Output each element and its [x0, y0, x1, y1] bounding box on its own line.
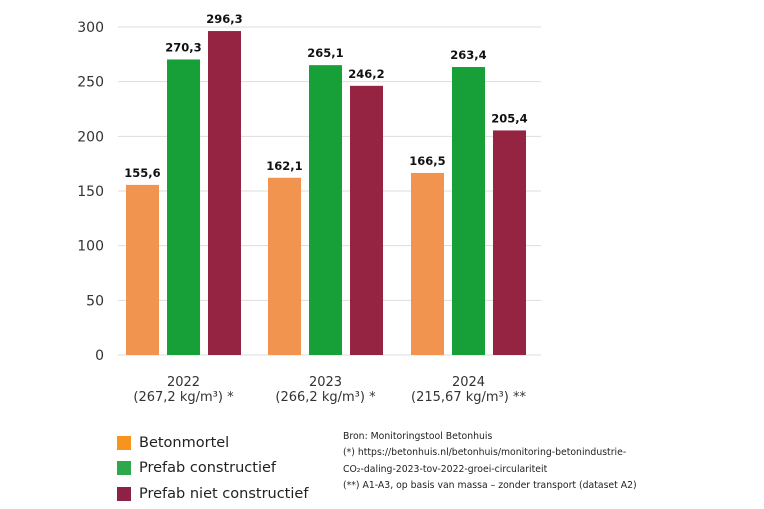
- legend-label: Betonmortel: [139, 434, 230, 451]
- x-tick-label: 2022: [167, 375, 200, 390]
- y-tick-label: 100: [77, 239, 104, 255]
- legend-swatch: [117, 435, 131, 450]
- legend-item-prefab-constructief: Prefab constructief: [117, 456, 308, 482]
- x-tick-label: 2024: [452, 375, 485, 390]
- legend-item-betonmortel: Betonmortel: [117, 430, 308, 456]
- bar: [167, 59, 200, 356]
- bar-chart: 050100150200250300155,6270,3296,32022(26…: [77, 12, 541, 405]
- bar: [350, 85, 383, 355]
- x-tick-sublabel: (215,67 kg/m³) **: [411, 390, 526, 405]
- x-tick-sublabel: (267,2 kg/m³) *: [133, 390, 234, 405]
- data-label: 270,3: [165, 40, 201, 54]
- x-tick-label: 2023: [309, 375, 342, 390]
- y-tick-label: 0: [95, 348, 104, 364]
- bar: [493, 130, 526, 355]
- bar: [452, 67, 485, 356]
- bar: [208, 31, 241, 355]
- bar: [268, 177, 301, 355]
- data-label: 166,5: [409, 154, 445, 168]
- footnote-2: (**) A1-A3, op basis van massa – zonder …: [343, 479, 637, 491]
- footnotes: Bron: Monitoringstool Betonhuis (*) http…: [343, 429, 637, 494]
- y-tick-label: 250: [77, 75, 104, 91]
- bar: [126, 184, 159, 355]
- legend-label: Prefab constructief: [139, 460, 276, 477]
- data-label: 246,2: [348, 67, 384, 81]
- bar: [411, 172, 444, 355]
- bar: [309, 65, 342, 355]
- source-note: Bron: Monitoringstool Betonhuis: [343, 431, 493, 442]
- y-tick-label: 150: [77, 184, 104, 200]
- legend-item-prefab-niet-constructief: Prefab niet constructief: [117, 481, 308, 507]
- legend-label: Prefab niet constructief: [139, 485, 309, 502]
- legend: Betonmortel Prefab constructief Prefab n…: [117, 430, 308, 507]
- data-label: 296,3: [206, 12, 242, 26]
- legend-swatch: [117, 486, 131, 501]
- data-label: 155,6: [124, 166, 160, 180]
- data-label: 265,1: [307, 46, 343, 60]
- data-label: 162,1: [266, 159, 302, 173]
- footnote-1: (*) https://betonhuis.nl/betonhuis/monit…: [343, 447, 627, 459]
- y-tick-label: 200: [77, 129, 104, 145]
- data-label: 263,4: [450, 48, 486, 62]
- legend-swatch: [117, 461, 131, 476]
- data-label: 205,4: [491, 111, 527, 125]
- y-tick-label: 50: [86, 293, 104, 309]
- y-tick-label: 300: [77, 20, 104, 36]
- x-tick-sublabel: (266,2 kg/m³) *: [275, 390, 376, 405]
- footnote-1-cont: CO₂-daling-2023-tov-2022-groei-circulari…: [343, 463, 548, 475]
